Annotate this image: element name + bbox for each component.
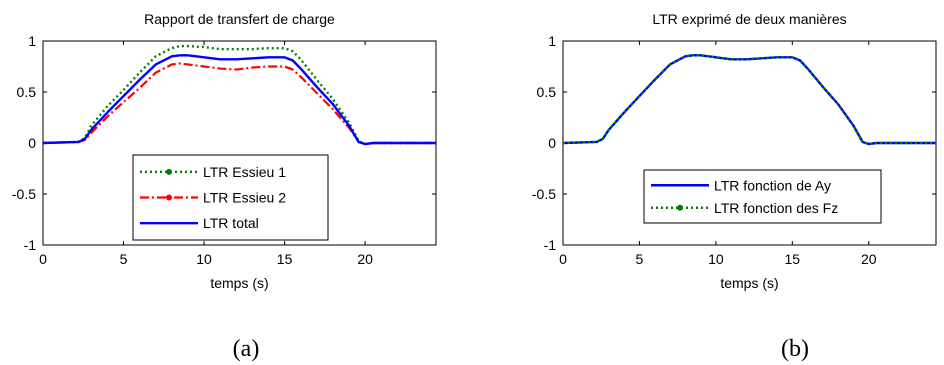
chart-title-b: LTR exprimé de deux manières <box>652 11 846 27</box>
chart-title-a: Rapport de transfert de charge <box>144 11 335 27</box>
y-tick-label-b: -0.5 <box>532 186 556 202</box>
x-tick-label-b: 5 <box>636 251 644 267</box>
series-line-a-1 <box>43 44 436 146</box>
x-axis-label-a: temps (s) <box>210 275 268 291</box>
x-tick-label-a: 5 <box>120 251 128 267</box>
y-tick-label-b: 0.5 <box>537 84 557 100</box>
series-line-a-2 <box>43 62 436 146</box>
x-tick-label-a: 0 <box>39 251 47 267</box>
x-tick-label-a: 20 <box>357 251 373 267</box>
x-tick-label-a: 15 <box>277 251 293 267</box>
panel-caption-b: (b) <box>781 336 809 362</box>
y-tick-label-a: 0 <box>28 135 36 151</box>
x-tick-label-b: 20 <box>861 251 877 267</box>
y-tick-label-a: 1 <box>28 33 36 49</box>
series-line-b-1 <box>563 54 936 146</box>
y-tick-label-a: -1 <box>24 237 37 253</box>
legend-marker-a-2 <box>166 194 172 201</box>
y-tick-label-b: 1 <box>548 33 556 49</box>
series-line-b-2 <box>563 54 936 146</box>
panel-caption-a: (a) <box>233 336 260 362</box>
y-tick-label-b: -1 <box>544 237 557 253</box>
y-tick-label-b: 0 <box>548 135 556 151</box>
legend-a: LTR Essieu 1 LTR Essieu 2 LTR total <box>132 154 329 241</box>
y-tick-label-a: -0.5 <box>12 186 36 202</box>
legend-label-a-2: LTR Essieu 2 <box>203 190 286 206</box>
legend-label-b-1: LTR fonction de Ay <box>714 177 831 193</box>
legend-label-a-3: LTR total <box>203 215 259 231</box>
legend-marker-a-1 <box>166 168 172 175</box>
legend-marker-b-2 <box>677 204 683 211</box>
legend-b: LTR fonction de Ay LTR fonction des Fz <box>643 169 882 224</box>
legend-label-a-1: LTR Essieu 1 <box>203 164 286 180</box>
series-line-a-3 <box>43 54 436 146</box>
x-tick-label-b: 15 <box>785 251 801 267</box>
x-tick-label-b: 0 <box>559 251 567 267</box>
legend-label-b-2: LTR fonction des Fz <box>714 200 838 216</box>
x-tick-label-b: 10 <box>708 251 724 267</box>
legend-box-b <box>643 169 882 224</box>
y-tick-label-a: 0.5 <box>17 84 37 100</box>
x-tick-label-a: 10 <box>196 251 212 267</box>
x-axis-label-b: temps (s) <box>720 275 778 291</box>
